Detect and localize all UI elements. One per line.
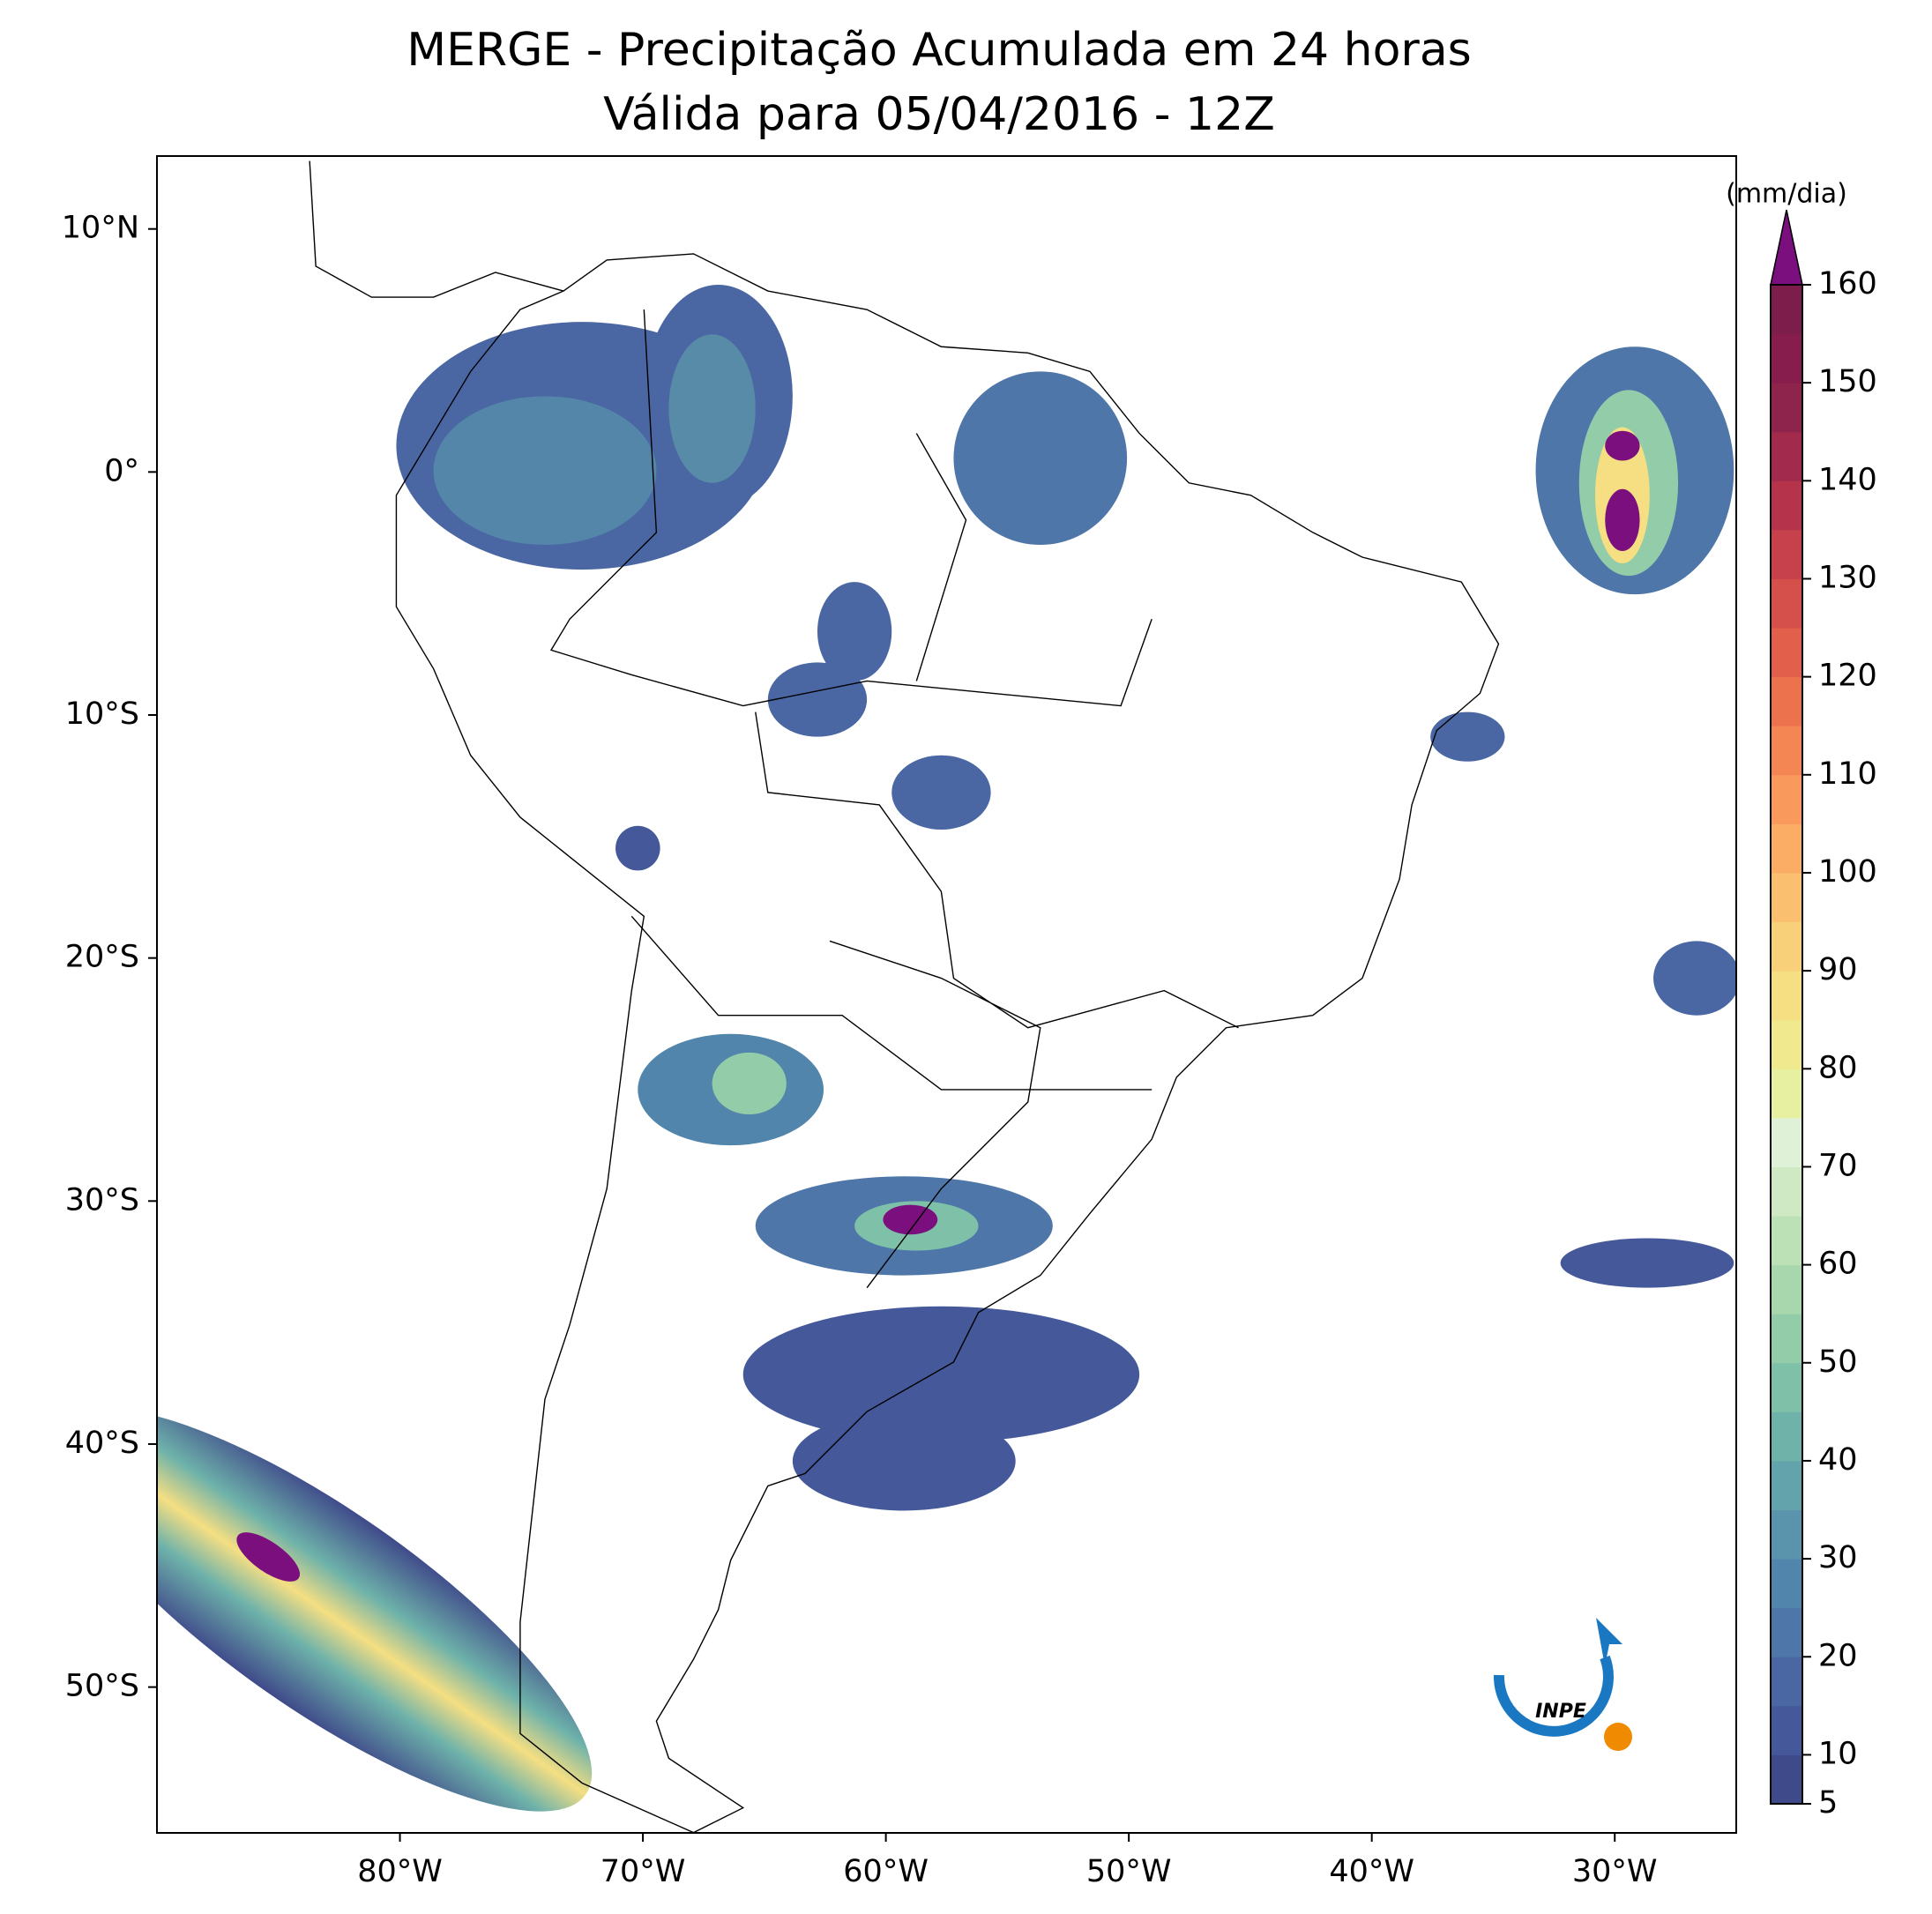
x-tick-label: 40°W: [1329, 1854, 1414, 1889]
colorbar-segment: [1771, 1069, 1802, 1119]
colorbar-segment: [1771, 1705, 1802, 1755]
colorbar-segment: [1771, 480, 1802, 531]
colorbar-segment: [1771, 1559, 1802, 1609]
coastline: [310, 161, 1498, 1833]
logo-arrow: [1596, 1618, 1622, 1666]
colorbar-tick-label: 130: [1818, 560, 1877, 595]
logo-dot: [1604, 1723, 1632, 1751]
x-tick-label: 70°W: [600, 1854, 686, 1889]
colorbar-segment: [1771, 1166, 1802, 1217]
plot-frame: [156, 155, 1737, 1834]
colorbar-segment: [1771, 1460, 1802, 1511]
colorbar-tick-label: 10: [1818, 1736, 1858, 1771]
colorbar-segment: [1771, 774, 1802, 824]
colorbar-segment: [1771, 333, 1802, 384]
colorbar-segment: [1771, 1411, 1802, 1462]
colorbar-segment: [1771, 578, 1802, 629]
colorbar-segment: [1771, 1117, 1802, 1167]
colorbar-segment: [1771, 872, 1802, 923]
colorbar-tick-label: 100: [1818, 854, 1877, 890]
x-tick-label: 30°W: [1572, 1854, 1658, 1889]
x-tick-label: 60°W: [843, 1854, 929, 1889]
colorbar-segment: [1771, 971, 1802, 1021]
colorbar-tick-label: 60: [1818, 1247, 1858, 1282]
colorbar-segment: [1771, 1657, 1802, 1707]
title: MERGE - Precipitação Acumulada em 24 hor…: [407, 24, 1472, 77]
logo-arc: [1493, 1655, 1614, 1737]
colorbar-tick-label: 150: [1818, 364, 1877, 399]
y-tick-label: 20°S: [65, 940, 139, 975]
map-area: [157, 161, 1736, 1876]
colorbar-tick-label: 160: [1818, 266, 1877, 302]
colorbar-segment: [1771, 1362, 1802, 1412]
y-tick-label: 10°S: [65, 696, 139, 732]
colorbar-tick-label: 30: [1818, 1540, 1858, 1575]
y-tick-label: 30°S: [65, 1182, 139, 1218]
colorbar-tick-label: 70: [1818, 1148, 1858, 1183]
colorbar-segment: [1771, 285, 1802, 335]
precipitation-field: [157, 285, 1736, 1812]
y-tick-label: 10°N: [62, 211, 139, 246]
colorbar-segment: [1771, 431, 1802, 481]
colorbar-segment: [1771, 1019, 1802, 1069]
colorbar-segment: [1771, 1216, 1802, 1266]
logo: INPE: [1493, 1618, 1632, 1751]
colorbar-segment: [1771, 1607, 1802, 1657]
colorbar-segment: [1771, 383, 1802, 433]
x-tick-label: 50°W: [1086, 1854, 1172, 1889]
colorbar-segment: [1771, 823, 1802, 874]
colorbar-tick-label: 5: [1818, 1785, 1838, 1821]
colorbar-tick-label: 110: [1818, 756, 1877, 792]
colorbar-segment: [1771, 1754, 1802, 1805]
colorbar-tick-label: 40: [1818, 1442, 1858, 1478]
colorbar-segment: [1771, 1264, 1802, 1314]
y-tick-label: 40°S: [65, 1426, 139, 1461]
y-tick-label: 50°S: [65, 1669, 139, 1704]
colorbar-frame: [1770, 284, 1803, 1805]
colorbar-segment: [1771, 1509, 1802, 1560]
colorbar-label: (mm/dia): [1726, 179, 1847, 210]
colorbar-tick-label: 50: [1818, 1344, 1858, 1380]
colorbar-segment: [1771, 676, 1802, 726]
colorbar-segment: [1771, 1314, 1802, 1364]
colorbar-tick-label: 90: [1818, 952, 1858, 987]
x-tick-label: 80°W: [357, 1854, 443, 1889]
colorbar-segment: [1771, 726, 1802, 776]
colorbar-segment: [1771, 529, 1802, 579]
colorbar-tick-label: 140: [1818, 462, 1877, 497]
logo-text: INPE: [1535, 1701, 1586, 1723]
colorbar-tick-label: 20: [1818, 1638, 1858, 1673]
colorbar-tick-label: 80: [1818, 1050, 1858, 1085]
y-tick-label: 0°: [104, 453, 139, 488]
colorbar-segment: [1771, 921, 1802, 972]
colorbar-tick-label: 120: [1818, 659, 1877, 694]
subtitle: Válida para 05/04/2016 - 12Z: [603, 88, 1275, 141]
colorbar-segment: [1771, 628, 1802, 678]
